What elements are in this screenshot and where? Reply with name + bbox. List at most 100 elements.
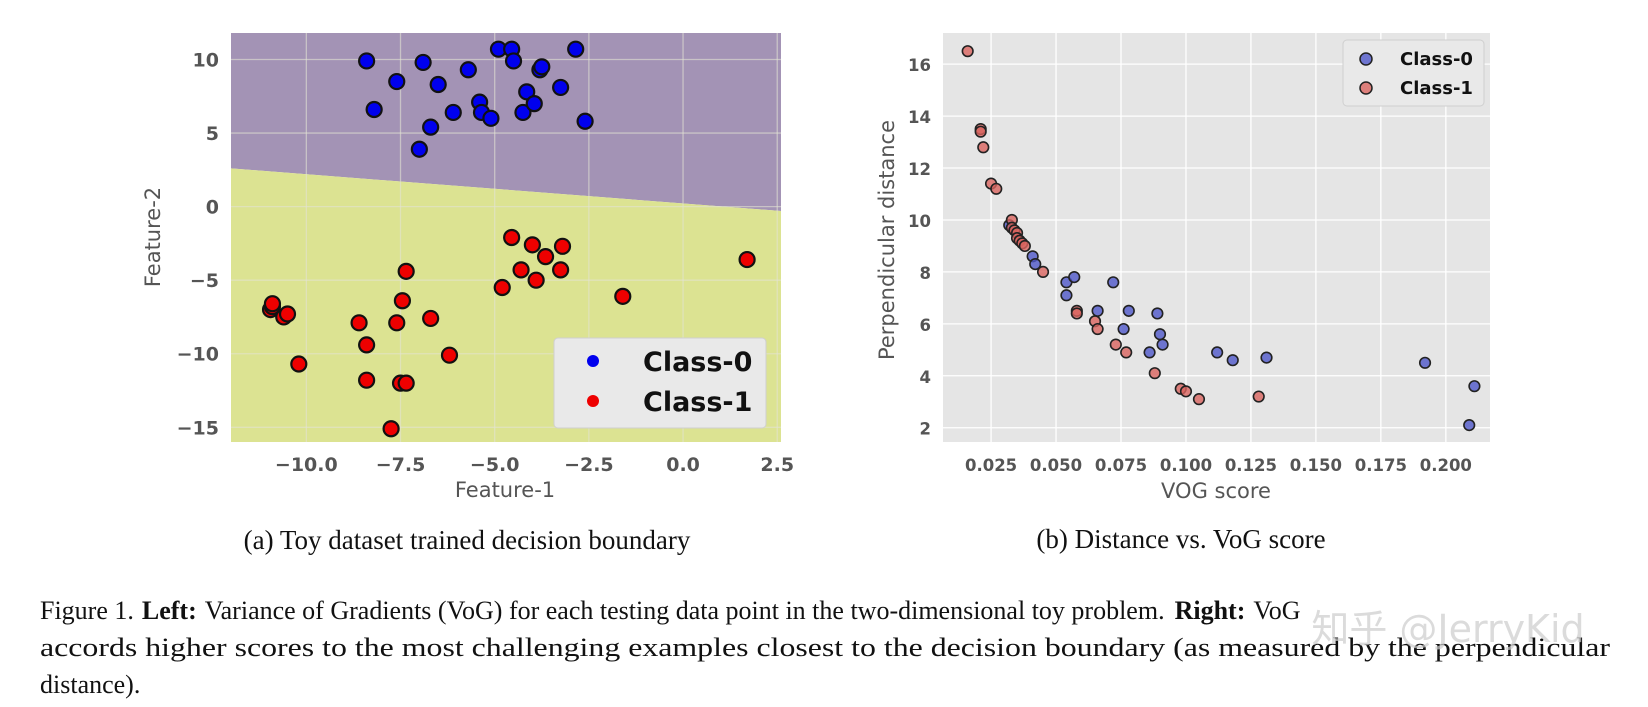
points-left: [261, 40, 756, 438]
y-tick-label: −15: [177, 417, 219, 439]
point-class-0: [525, 95, 543, 113]
legend-marker-class-1-right: [1359, 81, 1373, 95]
caption-line-2: accords higher scores to the most challe…: [40, 633, 1610, 662]
point-class-1: [278, 305, 297, 323]
point-class-1: [382, 420, 400, 438]
point-class-1: [961, 45, 974, 58]
y-tick-label: 14: [908, 108, 931, 127]
x-tick-label: 0.075: [1095, 456, 1147, 475]
point-class-1: [1018, 239, 1031, 253]
x-tick-label: 0.0: [666, 454, 700, 476]
caption-left-text: Variance of Gradients (VoG) for each tes…: [205, 596, 1165, 625]
point-class-1: [738, 250, 756, 269]
x-tick-label: 0.025: [965, 456, 1017, 475]
y-tick-label: 4: [920, 368, 931, 387]
points-right: [961, 45, 1481, 432]
legend-marker-class-1: [587, 395, 599, 407]
point-class-0: [504, 52, 523, 70]
point-class-0: [444, 103, 462, 122]
point-class-0: [518, 83, 536, 101]
point-class-1: [552, 261, 570, 279]
point-class-1: [1070, 307, 1083, 320]
caption-figure-label: Figure 1.: [40, 596, 134, 625]
point-class-0: [482, 109, 500, 127]
chart-left: −10.0 −7.5 −5.0 −2.5 0.0 2.5 −15 −10 −5 0 5 10 Fea…: [141, 33, 794, 555]
point-class-1: [290, 355, 308, 373]
x-tick-label: 0.050: [1030, 456, 1082, 475]
figure-caption: Figure 1. Left: Variance of Gradients (VoG…: [40, 596, 1610, 699]
point-class-0: [1029, 258, 1042, 271]
point-class-1: [440, 346, 459, 364]
point-class-0: [1068, 271, 1081, 284]
point-class-0: [514, 103, 532, 122]
point-class-1: [1252, 390, 1265, 403]
point-class-0: [1151, 307, 1164, 320]
point-class-0: [1122, 304, 1135, 317]
point-class-0: [414, 53, 432, 72]
y-tick-label: −5: [190, 270, 219, 292]
point-class-0: [1153, 328, 1167, 341]
point-class-1: [1091, 322, 1104, 336]
legend-label-class-0: Class-0: [643, 347, 752, 378]
point-class-1: [512, 261, 530, 279]
y-ticks-left: −15 −10 −5 0 5 10: [177, 49, 219, 439]
point-class-1: [388, 314, 406, 332]
point-class-1: [397, 262, 415, 280]
point-class-0: [533, 58, 551, 76]
x-axis-label-left: Feature-1: [455, 478, 555, 502]
x-tick-label: −5.0: [470, 454, 520, 476]
y-tick-label: −10: [177, 344, 219, 366]
point-class-1: [614, 287, 632, 305]
y-ticks-right: 2 4 6 8 10 12 14 16: [908, 56, 931, 439]
point-class-1: [1192, 393, 1206, 406]
x-tick-label: −10.0: [275, 454, 338, 476]
y-tick-label: 2: [920, 420, 931, 439]
x-tick-label: 0.175: [1355, 456, 1407, 475]
y-tick-label: 5: [206, 123, 219, 145]
legend-box-right: [1342, 39, 1485, 107]
y-tick-label: 16: [908, 56, 931, 75]
legend-label-class-1: Class-1: [643, 387, 752, 418]
point-class-0: [1117, 322, 1130, 336]
point-class-1: [553, 237, 572, 255]
caption-left-label: Left:: [142, 596, 197, 625]
point-class-1: [1179, 385, 1193, 398]
point-class-1: [393, 292, 412, 310]
point-class-1: [523, 236, 541, 254]
point-class-0: [1091, 304, 1104, 317]
point-class-0: [552, 78, 570, 97]
x-axis-label-right: VOG score: [1161, 479, 1271, 503]
point-class-1: [422, 309, 440, 328]
point-class-0: [422, 118, 440, 136]
point-class-1: [990, 182, 1003, 195]
y-tick-label: 10: [193, 49, 219, 71]
point-class-1: [358, 371, 376, 389]
point-class-0: [429, 75, 447, 94]
point-class-0: [1418, 356, 1432, 369]
point-class-0: [1260, 351, 1273, 364]
point-class-1: [536, 248, 555, 266]
point-class-0: [358, 52, 376, 70]
point-class-1: [1109, 338, 1122, 351]
legend-label-class-1-right: Class-1: [1400, 78, 1473, 99]
point-class-0: [576, 112, 594, 130]
point-class-1: [397, 374, 415, 392]
x-tick-label: −2.5: [564, 454, 614, 476]
point-class-0: [1211, 346, 1224, 359]
subtitle-left: (a) Toy dataset trained decision boundar…: [244, 525, 691, 555]
x-ticks-right: 0.025 0.050 0.075 0.100 0.125 0.150 0.175 0.200: [965, 456, 1472, 475]
legend-marker-class-0: [587, 355, 599, 367]
caption-line-3: distance).: [40, 670, 140, 699]
point-class-1: [503, 228, 521, 247]
y-tick-label: 12: [908, 160, 931, 179]
caption-right-label: Right:: [1175, 596, 1246, 625]
watermark: 知乎 @JerryKid: [1311, 607, 1584, 651]
point-class-0: [1468, 380, 1481, 393]
point-class-1: [977, 141, 990, 154]
point-class-1: [350, 314, 368, 332]
caption-line-1: Figure 1. Left: Variance of Gradients (VoG…: [40, 596, 1301, 625]
point-class-0: [388, 72, 406, 91]
point-class-1: [358, 336, 376, 354]
point-class-0: [567, 40, 585, 58]
point-class-1: [974, 125, 987, 138]
